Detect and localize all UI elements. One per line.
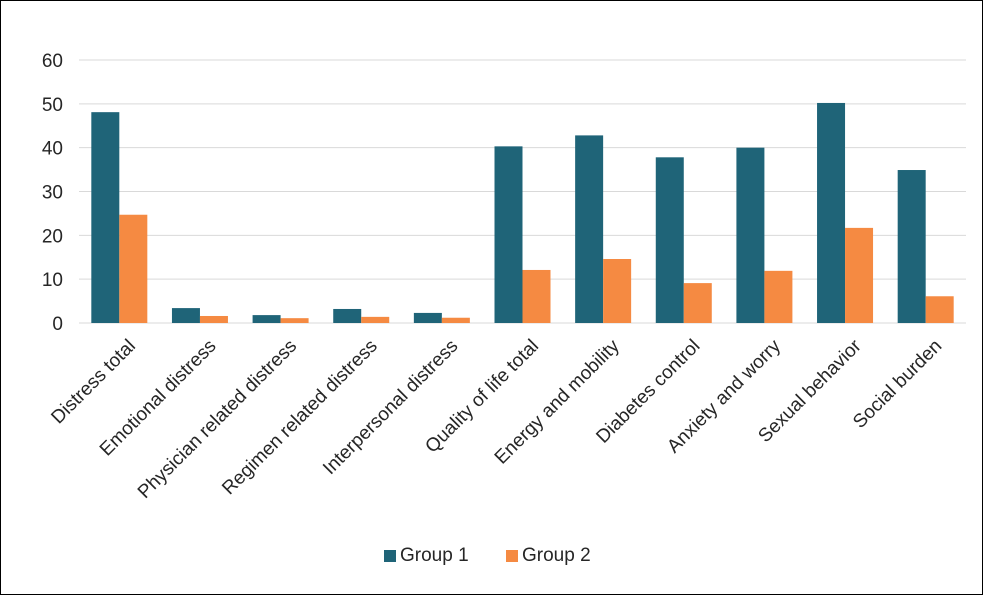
- bar-2-3: [280, 318, 309, 323]
- bar-2-2: [199, 315, 228, 323]
- bars: [91, 102, 954, 323]
- bar-1-5: [413, 312, 442, 323]
- bar-1-7: [575, 135, 604, 323]
- bar-1-11: [897, 170, 926, 323]
- bar-2-6: [522, 269, 551, 323]
- legend-swatch: [384, 550, 396, 562]
- legend-swatch: [506, 550, 518, 562]
- y-tick-label: 20: [42, 226, 63, 247]
- y-tick-label: 50: [42, 95, 63, 116]
- y-axis-ticks: 0 10 20 30 40 50 60: [42, 51, 63, 335]
- bar-2-11: [925, 296, 954, 323]
- bar-1-1: [91, 112, 120, 323]
- bar-2-5: [441, 317, 470, 323]
- y-tick-label: 30: [42, 183, 63, 204]
- legend-label: Group 1: [400, 545, 469, 566]
- y-tick-label: 0: [52, 314, 63, 335]
- bar-2-10: [845, 227, 874, 323]
- bar-1-6: [494, 146, 523, 323]
- x-category-label: Regimen related distress: [218, 336, 381, 499]
- bar-1-3: [252, 315, 281, 323]
- y-tick-label: 60: [42, 51, 63, 72]
- x-category-label: Interpersonal distress: [319, 336, 462, 479]
- bar-1-9: [736, 147, 765, 323]
- y-tick-label: 40: [42, 139, 63, 160]
- bar-2-8: [683, 283, 712, 323]
- bar-1-4: [333, 308, 362, 323]
- x-category-label: Physician related distress: [134, 336, 301, 503]
- bar-2-7: [603, 259, 632, 323]
- bar-1-8: [655, 157, 684, 323]
- bar-1-10: [817, 102, 846, 323]
- bar-1-2: [171, 308, 200, 323]
- bar-2-4: [361, 316, 390, 323]
- bar-2-1: [119, 214, 148, 323]
- y-tick-label: 10: [42, 270, 63, 291]
- legend-label: Group 2: [522, 545, 591, 566]
- bar-2-9: [764, 270, 793, 323]
- legend: Group 1 Group 2: [384, 545, 591, 566]
